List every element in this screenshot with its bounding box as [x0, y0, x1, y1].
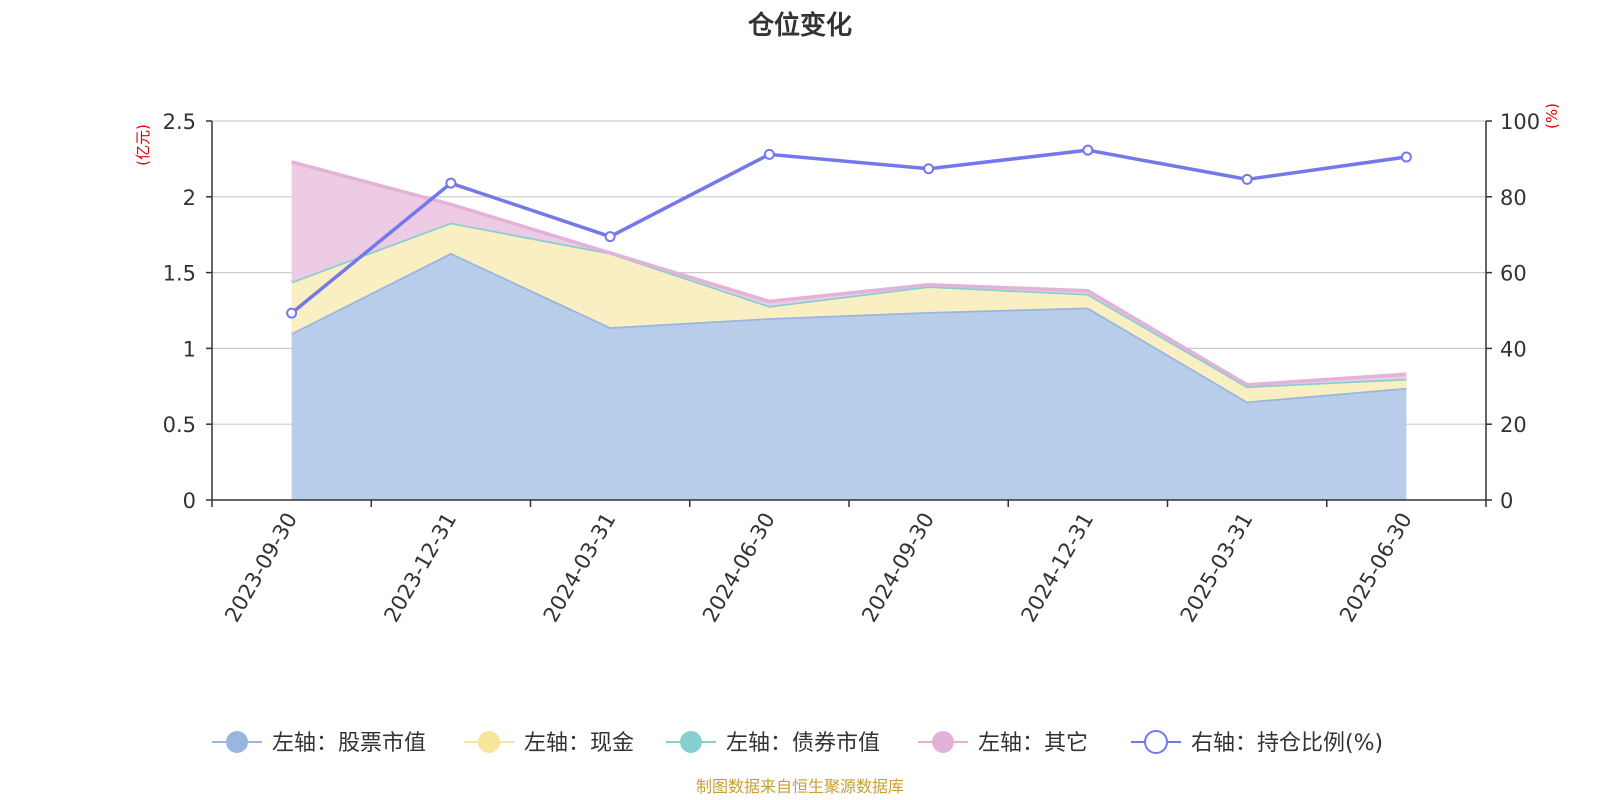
- legend-marker: [1144, 730, 1168, 754]
- category-label: 2025-03-31: [1176, 509, 1258, 627]
- left-tick-label: 2.5: [163, 110, 196, 134]
- ratio-point: [1082, 144, 1094, 156]
- legend-label: 左轴：债券市值: [726, 731, 880, 756]
- ratio-point: [286, 307, 298, 319]
- legend-marker: [680, 731, 702, 753]
- area-series: [290, 160, 1407, 500]
- right-axis-unit: (%): [1543, 103, 1561, 129]
- category-label: 2024-03-31: [539, 509, 621, 627]
- ratio-point: [1400, 151, 1412, 163]
- category-label: 2023-09-30: [220, 509, 302, 627]
- category-label: 2024-06-30: [698, 509, 780, 627]
- right-tick-label: 60: [1500, 262, 1527, 286]
- ratio-point: [763, 148, 775, 160]
- right-tick-label: 20: [1500, 413, 1527, 437]
- ratio-point: [923, 163, 935, 175]
- legend-label: 左轴：股票市值: [272, 731, 426, 756]
- line-series: [286, 144, 1412, 319]
- left-tick-label: 2: [183, 186, 196, 210]
- right-tick-label: 100: [1500, 110, 1540, 134]
- right-tick-label: 0: [1500, 489, 1513, 513]
- legend-label: 左轴：其它: [978, 731, 1088, 756]
- left-tick-label: 0: [183, 489, 196, 513]
- area-fill: [291, 252, 1407, 500]
- legend-label: 右轴：持仓比例(%): [1191, 731, 1383, 756]
- left-tick-label: 0.5: [163, 413, 196, 437]
- right-tick-label: 40: [1500, 337, 1527, 361]
- legend-marker: [478, 731, 500, 753]
- category-label: 2024-12-31: [1016, 509, 1098, 627]
- left-tick-label: 1: [183, 337, 196, 361]
- left-tick-label: 1.5: [163, 262, 196, 286]
- ratio-point: [1241, 173, 1253, 185]
- legend: 左轴：股票市值 左轴：现金 左轴：债券市值 左轴：其它 右轴：持仓比例(%): [212, 730, 1383, 756]
- legend-label: 左轴：现金: [524, 731, 634, 756]
- legend-marker: [932, 731, 954, 753]
- axes: [206, 120, 1492, 507]
- area-fill: [291, 222, 1407, 402]
- chart-title: 仓位变化: [747, 10, 852, 41]
- right-tick-label: 80: [1500, 186, 1527, 210]
- category-label: 2025-06-30: [1335, 509, 1417, 627]
- category-label: 2023-12-31: [379, 509, 461, 627]
- left-axis-unit: (亿元): [134, 124, 152, 166]
- legend-marker: [226, 731, 248, 753]
- area-edge-line: [291, 160, 1407, 387]
- category-label: 2024-09-30: [857, 509, 939, 627]
- ratio-line: [290, 148, 1407, 315]
- source-note: 制图数据来自恒生聚源数据库: [696, 777, 904, 796]
- ratio-point: [445, 177, 457, 189]
- ratio-point: [604, 231, 616, 243]
